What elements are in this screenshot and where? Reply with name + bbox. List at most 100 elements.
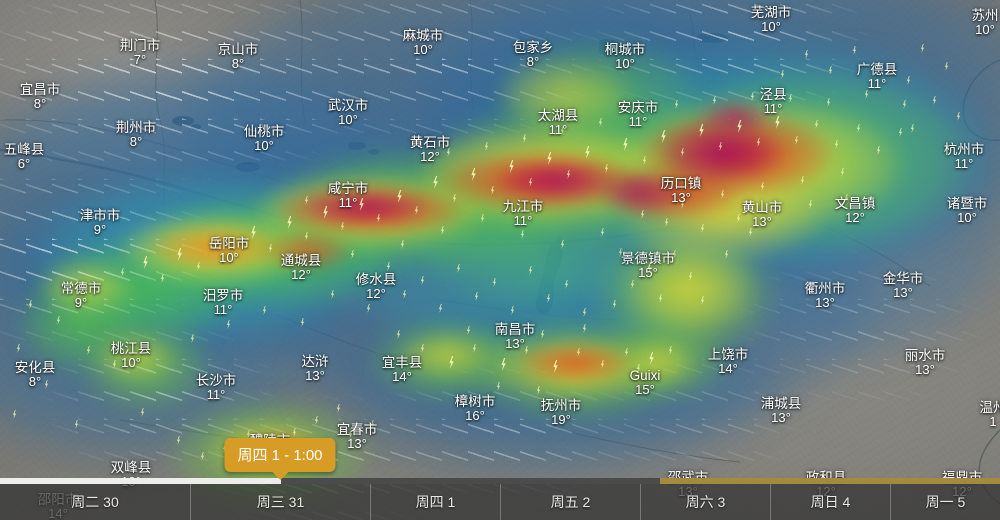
city-label[interactable]: 麻城市 10° xyxy=(403,28,444,58)
city-label[interactable]: 苏州 10° xyxy=(972,8,999,38)
city-temperature: 1 xyxy=(989,414,997,430)
city-label[interactable]: 金华市 13° xyxy=(883,271,924,301)
city-label[interactable]: 宜春市 13° xyxy=(337,422,378,452)
city-temperature: 12° xyxy=(291,267,311,283)
city-label[interactable]: 温州 1 xyxy=(980,400,1000,430)
city-label[interactable]: 桐城市 10° xyxy=(605,42,646,72)
city-temperature: 12° xyxy=(420,149,440,165)
timeline-handle[interactable] xyxy=(279,476,281,484)
city-label[interactable]: 丽水市 13° xyxy=(905,348,946,378)
city-temperature: 11° xyxy=(213,302,233,318)
city-label[interactable]: 黄石市 12° xyxy=(410,135,451,165)
city-label[interactable]: 景德镇市 15° xyxy=(621,251,675,281)
timeline-day-label: 周六 3 xyxy=(685,494,726,510)
city-name: 长沙市 xyxy=(195,373,237,388)
city-label[interactable]: 仙桃市 10° xyxy=(244,124,285,154)
city-label[interactable]: 芜湖市 10° xyxy=(751,5,792,35)
timeline-progress-past xyxy=(0,478,280,484)
city-label[interactable]: 长沙市 11° xyxy=(196,373,237,403)
city-label[interactable]: 津市市 9° xyxy=(80,208,121,238)
timeline-time-tooltip: 周四 1 - 1:00 xyxy=(224,438,336,472)
city-label[interactable]: 达浒 13° xyxy=(302,354,329,384)
city-name: 苏州 xyxy=(971,8,999,23)
timeline-day-2[interactable]: 周三 31 xyxy=(190,484,370,520)
city-label[interactable]: 广德县 11° xyxy=(857,62,898,92)
city-name: 宜春市 xyxy=(336,422,378,437)
city-label[interactable]: 衢州市 13° xyxy=(805,281,846,311)
city-label[interactable]: 荆州市 8° xyxy=(116,120,157,150)
city-name: 荆门市 xyxy=(119,38,161,53)
city-name: 樟树市 xyxy=(454,394,496,409)
city-temperature: 11° xyxy=(954,156,974,172)
city-name: 修水县 xyxy=(355,272,397,287)
timeline-day-1[interactable]: 周二 30 xyxy=(0,484,190,520)
timeline-progress-future xyxy=(660,478,1000,484)
city-label[interactable]: 武汉市 10° xyxy=(328,98,369,128)
city-temperature: 14° xyxy=(718,361,738,377)
city-label[interactable]: Guixi 15° xyxy=(630,368,661,398)
city-temperature: 8° xyxy=(33,96,47,112)
city-label[interactable]: 常德市 9° xyxy=(61,281,102,311)
city-label[interactable]: 泾县 11° xyxy=(760,87,787,117)
city-name: 荆州市 xyxy=(115,120,157,135)
city-label[interactable]: 汨罗市 11° xyxy=(203,288,244,318)
city-temperature: 10° xyxy=(761,19,781,35)
city-label[interactable]: 咸宁市 11° xyxy=(328,181,369,211)
timeline-day-label: 周二 30 xyxy=(71,494,119,510)
city-label[interactable]: 樟树市 16° xyxy=(455,394,496,424)
city-label[interactable]: 宜昌市 8° xyxy=(20,82,61,112)
city-temperature: 8° xyxy=(231,56,245,72)
city-label[interactable]: 岳阳市 10° xyxy=(209,236,250,266)
city-temperature: 13° xyxy=(505,336,525,352)
city-name: 上饶市 xyxy=(707,347,749,362)
city-name: 常德市 xyxy=(60,281,102,296)
city-label[interactable]: 诸暨市 10° xyxy=(947,196,988,226)
timeline-day-5[interactable]: 周六 3 xyxy=(640,484,770,520)
city-label[interactable]: 通城县 12° xyxy=(281,253,322,283)
city-temperature: 10° xyxy=(615,56,635,72)
city-label[interactable]: 京山市 8° xyxy=(218,42,259,72)
city-label[interactable]: 九江市 11° xyxy=(503,199,544,229)
city-label[interactable]: 包家乡 8° xyxy=(513,40,554,70)
city-name: 五峰县 xyxy=(3,142,45,157)
timeline-day-4[interactable]: 周五 2 xyxy=(500,484,640,520)
city-temperature: 13° xyxy=(771,410,791,426)
city-label[interactable]: 修水县 12° xyxy=(356,272,397,302)
city-label[interactable]: 历口镇 13° xyxy=(661,176,702,206)
city-name: 通城县 xyxy=(280,253,322,268)
city-label[interactable]: 五峰县 6° xyxy=(4,142,45,172)
city-label[interactable]: 上饶市 14° xyxy=(708,347,749,377)
city-label[interactable]: 桃江县 10° xyxy=(111,341,152,371)
timeline-scrubber[interactable]: 周二 30 周三 31 周四 1 周五 2 周六 3 周日 4 周一 5 xyxy=(0,478,1000,520)
city-label[interactable]: 文昌镇 12° xyxy=(835,196,876,226)
timeline-day-3[interactable]: 周四 1 xyxy=(370,484,500,520)
city-temperature: 13° xyxy=(671,190,691,206)
city-name: 抚州市 xyxy=(540,398,582,413)
city-label[interactable]: 杭州市 11° xyxy=(944,142,985,172)
city-name: 温州 xyxy=(979,400,1000,415)
city-temperature: 10° xyxy=(957,210,977,226)
city-name: 九江市 xyxy=(502,199,544,214)
timeline-day-6[interactable]: 周日 4 xyxy=(770,484,890,520)
city-name: 桃江县 xyxy=(110,341,152,356)
city-label[interactable]: 荆门市 7° xyxy=(120,38,161,68)
city-temperature: 6° xyxy=(17,156,31,172)
city-temperature: 10° xyxy=(338,112,358,128)
city-name: 麻城市 xyxy=(402,28,444,43)
city-label[interactable]: 安化县 8° xyxy=(15,360,56,390)
city-label[interactable]: 浦城县 13° xyxy=(761,396,802,426)
city-label[interactable]: 抚州市 19° xyxy=(541,398,582,428)
timeline-track[interactable] xyxy=(0,478,1000,484)
city-label[interactable]: 太湖县 11° xyxy=(538,108,579,138)
city-name: 包家乡 xyxy=(512,40,554,55)
city-name: 衢州市 xyxy=(804,281,846,296)
timeline-day-7[interactable]: 周一 5 xyxy=(890,484,1000,520)
city-label[interactable]: 南昌市 13° xyxy=(495,322,536,352)
city-label[interactable]: 安庆市 11° xyxy=(618,100,659,130)
timeline-day-label: 周一 5 xyxy=(925,494,966,510)
city-name: 桐城市 xyxy=(604,42,646,57)
city-label[interactable]: 黄山市 13° xyxy=(742,200,783,230)
city-label[interactable]: 宜丰县 14° xyxy=(382,355,423,385)
